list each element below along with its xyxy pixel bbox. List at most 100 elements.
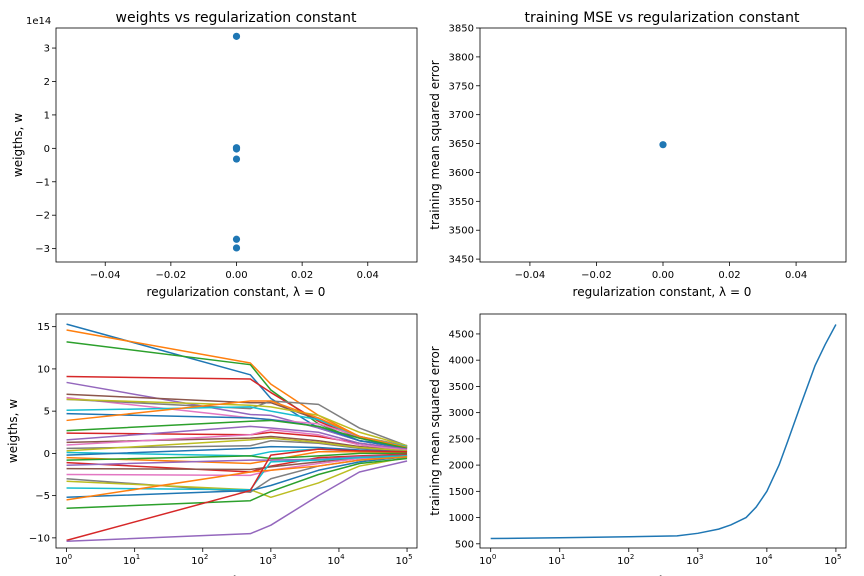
series-line: [66, 419, 408, 450]
data-layer: [490, 324, 837, 540]
data-layer: [659, 141, 667, 149]
series-line: [66, 448, 408, 542]
series-line: [66, 452, 408, 461]
y-tick-label: 2000: [449, 461, 474, 472]
y-tick-label: −2: [35, 211, 50, 222]
x-tick-label: 0.02: [718, 270, 740, 281]
panel3-ylabel: weigths, w: [6, 399, 20, 463]
x-tick-label: −0.02: [581, 270, 612, 281]
x-tick-label: −0.04: [515, 270, 546, 281]
y-tick-label: 500: [455, 539, 474, 550]
x-tick-label: 102: [191, 553, 208, 567]
panel4-axes-frame: [479, 313, 847, 549]
x-tick-label: −0.02: [156, 270, 187, 281]
series-line: [66, 453, 408, 473]
x-tick-label: 0.00: [652, 270, 674, 281]
panel2-xlabel: regularization constant, λ = 0: [573, 285, 752, 299]
panel1-plot-area: −0.04 −0.02 0.00 0.02 0.04 −3 −2 −1 0 1 2 3: [35, 32, 379, 281]
x-tick-label: 103: [259, 553, 276, 567]
y-tick-label: 3750: [449, 81, 474, 92]
x-tick-label: 100: [55, 553, 72, 567]
panel2-axes-frame: [479, 27, 847, 263]
series-line: [66, 460, 408, 542]
y-tick-label: 3650: [449, 139, 474, 150]
series-line: [66, 437, 408, 452]
panel4-plot-area: 100 101 102 103 104 105 500 1000 1500 2000 2500 300…: [449, 324, 842, 567]
panel-mse-lambda0: training MSE vs regularization constant …: [428, 10, 847, 299]
y-tick-label: 3800: [449, 52, 474, 63]
x-tick-label: 104: [755, 553, 773, 567]
y-tick-label: 10: [37, 364, 50, 375]
y-tick-label: 3850: [449, 24, 474, 35]
series-line: [66, 457, 408, 510]
y-tick-label: 2: [44, 77, 50, 88]
scatter-point: [232, 235, 241, 243]
series-line: [66, 425, 408, 450]
scatter-point: [232, 32, 241, 40]
panel4-ylabel: training mean squared error: [428, 346, 442, 516]
y-tick-label: −3: [35, 244, 50, 255]
y-tick-label: 3550: [449, 197, 474, 208]
y-tick-label: 0: [44, 449, 50, 460]
panel1-title: weights vs regularization constant: [116, 10, 357, 26]
y-tick-label: 5: [44, 407, 50, 418]
panel1-axes-frame: [55, 27, 418, 263]
x-tick-label: 104: [327, 553, 345, 567]
series-line: [66, 456, 408, 501]
y-tick-label: 1500: [449, 487, 474, 498]
series-line: [66, 455, 408, 491]
x-tick-label: 101: [123, 553, 140, 567]
y-tick-label: −10: [29, 533, 50, 544]
panel3-plot-area: 100 101 102 103 104 105 −10 −5 0 5 10 15: [29, 322, 413, 567]
x-tick-label: −0.04: [90, 270, 121, 281]
y-tick-label: 3700: [449, 110, 474, 121]
panel-weights-path: 100 101 102 103 104 105 −10 −5 0 5 10 15 λ weigths,…: [6, 313, 418, 576]
x-tick-label: 0.00: [225, 270, 247, 281]
x-tick-label: 103: [686, 553, 703, 567]
y-tick-label: −5: [35, 491, 50, 502]
y-tick-label: 3600: [449, 168, 474, 179]
y-tick-label: 3450: [449, 255, 474, 266]
series-line: [66, 400, 408, 449]
panel1-xlabel: regularization constant, λ = 0: [147, 285, 326, 299]
y-tick-label: 1: [44, 110, 50, 121]
y-tick-label: 0: [44, 144, 50, 155]
panel2-title: training MSE vs regularization constant: [525, 10, 800, 26]
x-tick-label: 0.02: [291, 270, 313, 281]
panel2-ylabel: training mean squared error: [428, 60, 442, 230]
panel-mse-path: 100 101 102 103 104 105 500 1000 1500 2000 2500 300…: [428, 313, 847, 576]
scatter-point: [232, 145, 241, 153]
y-tick-label: 2500: [449, 434, 474, 445]
y-tick-label: 15: [37, 322, 50, 333]
y-tick-label: 4000: [449, 356, 474, 367]
panel1-ylabel: weigths, w: [11, 113, 25, 177]
y-tick-label: 3: [44, 44, 50, 55]
panel4-xlabel: λ: [658, 574, 665, 576]
y-tick-label: 1000: [449, 513, 474, 524]
scatter-point: [232, 155, 241, 163]
series-line: [66, 435, 408, 451]
panel-weights-lambda0: weights vs regularization constant 1e14 …: [11, 10, 418, 299]
x-tick-label: 101: [548, 553, 565, 567]
series-line: [66, 428, 408, 451]
series-line: [66, 456, 408, 499]
y-tick-label: −1: [35, 177, 50, 188]
scatter-point: [659, 141, 667, 149]
series-line: [490, 324, 837, 540]
x-tick-label: 102: [617, 553, 634, 567]
y-tick-label: 3500: [449, 226, 474, 237]
scatter-point: [232, 244, 241, 252]
panel2-plot-area: −0.04 −0.02 0.00 0.02 0.04 3450 3500 3550 3600 36…: [449, 24, 808, 282]
x-tick-label: 0.04: [785, 270, 807, 281]
series-line: [66, 450, 408, 465]
y-tick-label: 3000: [449, 408, 474, 419]
series-line: [66, 456, 408, 499]
data-layer: [232, 32, 241, 252]
panel3-axes-frame: [55, 313, 418, 549]
y-tick-label: 4500: [449, 329, 474, 340]
x-tick-label: 100: [479, 553, 496, 567]
y-tick-label: 3500: [449, 382, 474, 393]
data-layer: [66, 323, 408, 542]
